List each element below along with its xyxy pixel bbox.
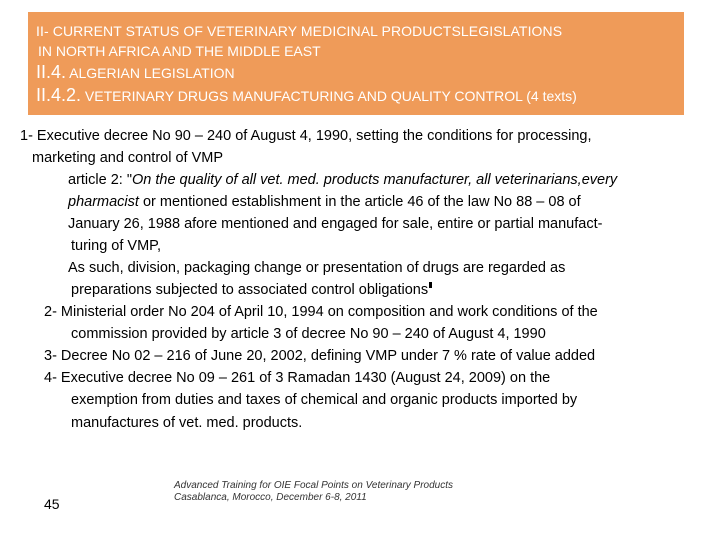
footer-note: Advanced Training for OIE Focal Points o… xyxy=(174,480,453,504)
footer-note-line-1: Advanced Training for OIE Focal Points o… xyxy=(174,480,454,491)
article-line-2: pharmacist or mentioned establishment in… xyxy=(68,194,581,210)
item-1-line-1: 1- Executive decree No 90 – 240 of Augus… xyxy=(20,128,592,144)
article-text-6: preparations subjected to associated con… xyxy=(71,282,429,298)
section-title: ALGERIAN LEGISLATION xyxy=(66,65,235,81)
article-line-6: preparations subjected to associated con… xyxy=(71,282,433,298)
item-4-line-1: 4- Executive decree No 09 – 261 of 3 Ram… xyxy=(44,370,551,386)
item-4-line-3: manufactures of vet. med. products. xyxy=(71,415,303,431)
page-number: 45 xyxy=(44,496,60,512)
item-4-line-2: exemption from duties and taxes of chemi… xyxy=(71,392,578,408)
item-2-line-2: commission provided by article 3 of decr… xyxy=(71,326,546,342)
header-line-1: II- CURRENT STATUS OF VETERINARY MEDICIN… xyxy=(36,23,563,39)
closing-quote-mark xyxy=(429,282,433,288)
item-1-line-2: marketing and control of VMP xyxy=(32,150,224,166)
item-3-line-1: 3- Decree No 02 – 216 of June 20, 2002, … xyxy=(44,348,596,364)
article-quote-2: pharmacist xyxy=(68,194,139,210)
article-label: article 2: " xyxy=(68,172,132,188)
subsection-number: II.4.2. xyxy=(36,85,82,105)
article-quote-1: On the quality of all vet. med. products… xyxy=(131,172,618,188)
section-number: II.4. xyxy=(36,62,67,82)
article-line-5: As such, division, packaging change or p… xyxy=(68,260,566,276)
article-text-2: or mentioned establishment in the articl… xyxy=(138,194,581,210)
article-line-1: article 2: "On the quality of all vet. m… xyxy=(68,172,617,188)
header-line-2: IN NORTH AFRICA AND THE MIDDLE EAST xyxy=(38,43,321,59)
footer-note-line-2: Casablanca, Morocco, December 6-8, 2011 xyxy=(174,492,367,503)
article-line-4: turing of VMP, xyxy=(71,238,162,254)
item-2-line-1: 2- Ministerial order No 204 of April 10,… xyxy=(44,304,598,320)
subsection-title: VETERINARY DRUGS MANUFACTURING AND QUALI… xyxy=(81,88,577,104)
header-line-4: II.4.2. VETERINARY DRUGS MANUFACTURING A… xyxy=(36,84,676,107)
slide-header: II- CURRENT STATUS OF VETERINARY MEDICIN… xyxy=(28,12,684,115)
header-line-3: II.4. ALGERIAN LEGISLATION xyxy=(36,61,676,84)
article-line-3: January 26, 1988 afore mentioned and eng… xyxy=(68,216,603,232)
